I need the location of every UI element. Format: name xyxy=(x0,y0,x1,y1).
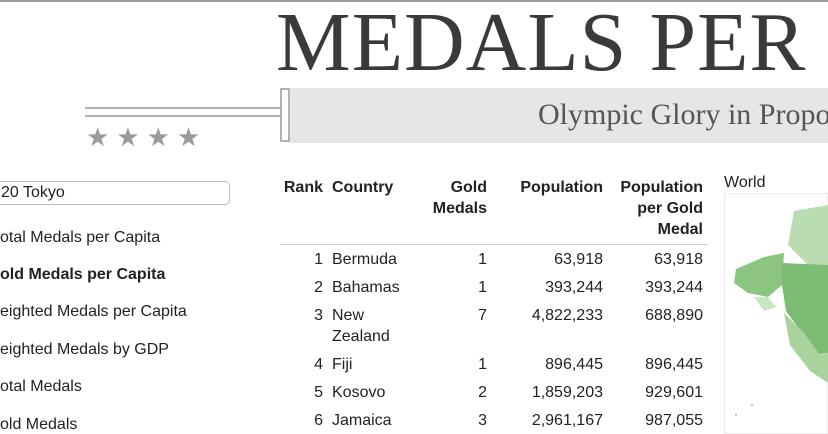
table-cell: 1 xyxy=(478,356,487,373)
table-cell: 2,961,167 xyxy=(531,412,603,429)
table-cell: Jamaica xyxy=(332,412,392,429)
table-row: 2 Bahamas 1 393,244 393,244 xyxy=(280,273,708,301)
table-cell: Fiji xyxy=(332,356,353,373)
table-cell: 2 xyxy=(314,279,323,296)
table-cell: New Zealand xyxy=(332,307,390,345)
table-cell: 2 xyxy=(478,384,487,401)
table-cell: 7 xyxy=(478,307,487,324)
table-row: 6 Jamaica 3 2,961,167 987,055 xyxy=(280,406,708,434)
table-row: 1 Bermuda 1 63,918 63,918 xyxy=(280,245,708,274)
table-cell: 6 xyxy=(314,412,323,429)
table-cell: Bahamas xyxy=(332,279,400,296)
table-cell: 4,822,233 xyxy=(531,307,603,324)
table-cell: 3 xyxy=(314,307,323,324)
column-header: Population per Gold Medal xyxy=(603,174,708,245)
menu-item[interactable]: eighted Medals per Capita xyxy=(0,303,187,320)
table-body: 1 Bermuda 1 63,918 63,918 2 Bahamas 1 393,244 393… xyxy=(280,245,708,434)
table-cell: 1 xyxy=(478,251,487,268)
table-cell: 63,918 xyxy=(654,251,703,268)
column-header: Gold Medals xyxy=(412,174,487,245)
column-header: Population xyxy=(487,174,603,245)
world-map[interactable] xyxy=(724,193,828,434)
table-cell: Bermuda xyxy=(332,251,397,268)
column-header: Country xyxy=(323,174,412,245)
table-cell: 3 xyxy=(478,412,487,429)
stars: ★★★★ xyxy=(86,122,208,152)
menu-item[interactable]: eighted Medals by GDP xyxy=(0,341,169,358)
table-cell: 1 xyxy=(478,279,487,296)
table-cell: 5 xyxy=(314,384,323,401)
subtitle-band xyxy=(290,88,828,143)
table-cell: 393,244 xyxy=(645,279,703,296)
table-row: 3 New Zealand 7 4,822,233 688,890 xyxy=(280,301,708,350)
table-row: 5 Kosovo 2 1,859,203 929,601 xyxy=(280,378,708,406)
menu-item[interactable]: otal Medals per Capita xyxy=(0,229,161,246)
page-subtitle: Olympic Glory in Proport xyxy=(538,98,828,131)
map-label: World xyxy=(724,174,766,191)
menu-item[interactable]: old Medals xyxy=(0,416,78,433)
table-cell: 393,244 xyxy=(545,279,603,296)
games-select[interactable]: 20 Tokyo xyxy=(0,181,230,205)
table-row: 4 Fiji 1 896,445 896,445 xyxy=(280,350,708,378)
table-cell: 929,601 xyxy=(645,384,703,401)
table-cell: 896,445 xyxy=(545,356,603,373)
table-cell: 896,445 xyxy=(645,356,703,373)
table-cell: Kosovo xyxy=(332,384,386,401)
page-title: MEDALS PER xyxy=(276,0,807,89)
header-row: Rank Country Gold Medals Population Populati… xyxy=(280,174,708,245)
column-header: Rank xyxy=(280,174,323,245)
table-cell: 987,055 xyxy=(645,412,703,429)
table-cell: 4 xyxy=(314,356,323,373)
menu-item[interactable]: otal Medals xyxy=(0,378,82,395)
table-cell: 1,859,203 xyxy=(531,384,603,401)
ranking-table: Rank Country Gold Medals Population Populati… xyxy=(280,174,708,434)
menu-item[interactable]: old Medals per Capita xyxy=(0,266,166,283)
table-cell: 688,890 xyxy=(645,307,703,324)
table-cell: 1 xyxy=(314,251,323,268)
table-cell: 63,918 xyxy=(554,251,603,268)
decoration xyxy=(0,0,828,142)
